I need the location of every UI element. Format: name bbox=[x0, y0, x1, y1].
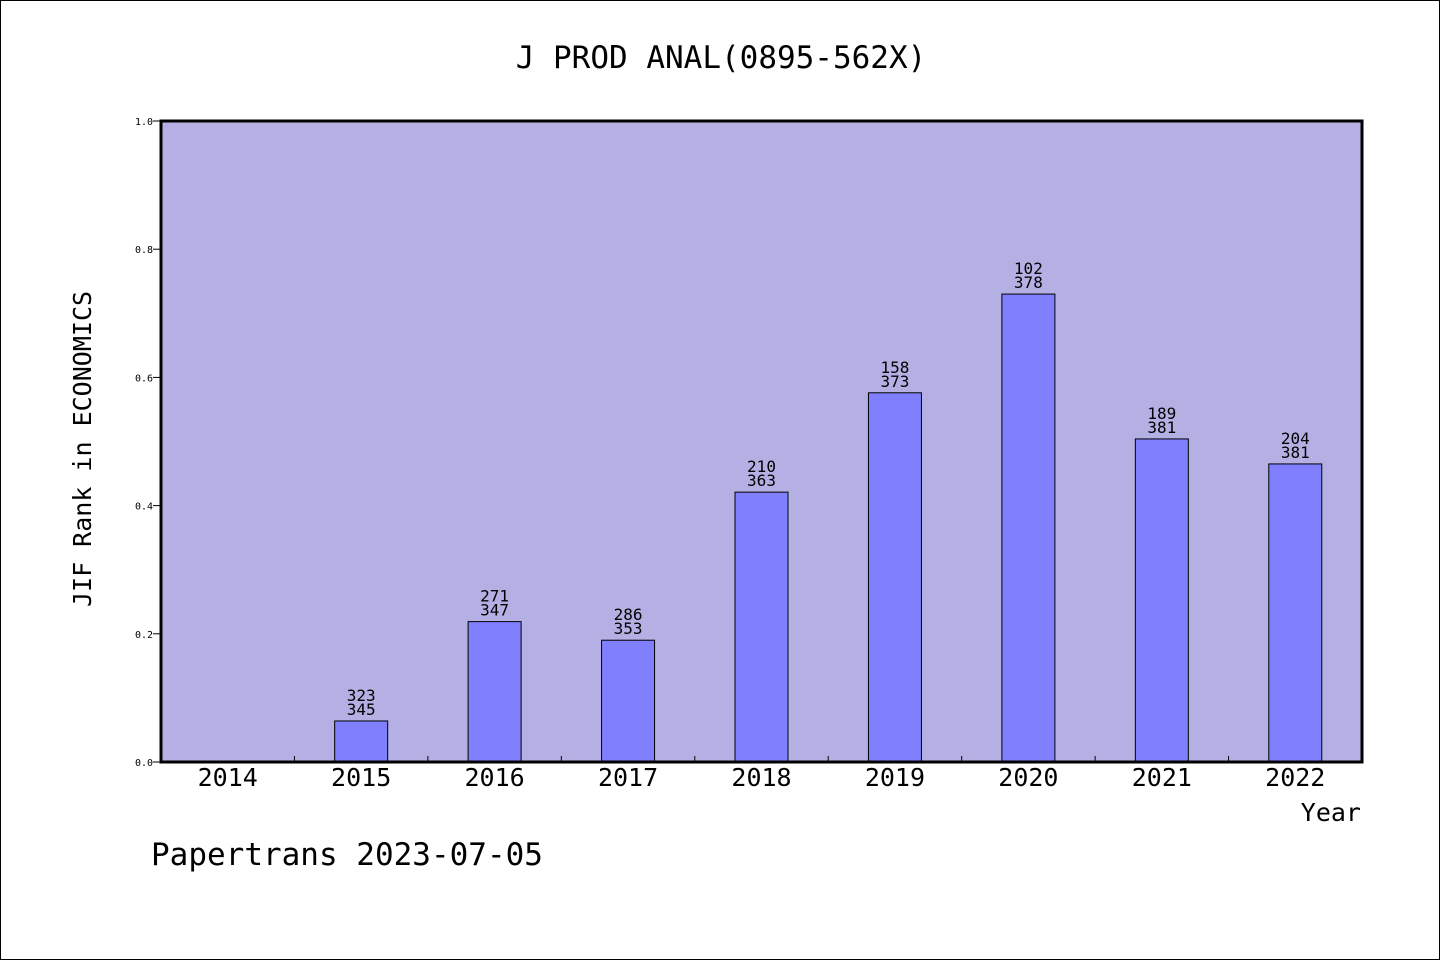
plot-border bbox=[159, 119, 1364, 764]
bar-label-2021-rank: 189 bbox=[1147, 404, 1176, 423]
y-tick-label-0.8: 0.8 bbox=[135, 245, 153, 256]
bar-2018 bbox=[734, 491, 789, 763]
y-tick-label-0.6: 0.6 bbox=[135, 373, 153, 384]
bar-label-2015-rank: 323 bbox=[347, 686, 376, 705]
y-tick-label-0.4: 0.4 bbox=[135, 502, 153, 513]
bar-label-2020-rank: 102 bbox=[1014, 259, 1043, 278]
bar-label-2021-total: 381 bbox=[1147, 418, 1176, 437]
x-tick-label-2020: 2020 bbox=[998, 763, 1058, 792]
bar-2015 bbox=[334, 720, 389, 763]
bar-2016 bbox=[467, 621, 522, 763]
y-tick-label-0.2: 0.2 bbox=[135, 630, 153, 641]
bar-2022 bbox=[1268, 463, 1323, 763]
bar-label-2016-total: 347 bbox=[480, 601, 509, 620]
y-tick-label-1.0: 1.0 bbox=[135, 117, 153, 128]
bar-label-2018-total: 363 bbox=[747, 471, 776, 490]
bar-label-2015-total: 345 bbox=[347, 700, 376, 719]
bar-label-2019-rank: 158 bbox=[880, 358, 909, 377]
bar-label-2017-rank: 286 bbox=[614, 605, 643, 624]
bar-2021 bbox=[1134, 438, 1189, 763]
bar-label-2022-total: 381 bbox=[1281, 443, 1310, 462]
x-tick-label-2017: 2017 bbox=[598, 763, 658, 792]
bar-label-2018-rank: 210 bbox=[747, 457, 776, 476]
bar-label-2022-rank: 204 bbox=[1281, 429, 1310, 448]
y-tick-label-0.0: 0.0 bbox=[135, 758, 153, 769]
footer-watermark: Papertrans 2023-07-05 bbox=[151, 837, 543, 873]
x-tick-label-2014: 2014 bbox=[198, 763, 258, 792]
bar-label-2016-rank: 271 bbox=[480, 587, 509, 606]
bar-2020 bbox=[1001, 293, 1056, 763]
y-axis: 0.0 0.2 0.4 0.6 0.8 1.0 bbox=[135, 117, 161, 769]
bar-2017 bbox=[601, 639, 656, 763]
chart-title: J PROD ANAL(0895-562X) bbox=[516, 40, 927, 76]
bar-label-2020-total: 378 bbox=[1014, 273, 1043, 292]
y-axis-label: JIF Rank in ECONOMICS bbox=[68, 291, 97, 607]
bars-layer bbox=[334, 293, 1323, 763]
x-axis-label: Year bbox=[1301, 798, 1361, 827]
bar-label-2019-total: 373 bbox=[880, 372, 909, 391]
x-tick-label-2021: 2021 bbox=[1132, 763, 1192, 792]
bar-2019 bbox=[867, 392, 922, 763]
x-tick-label-2019: 2019 bbox=[865, 763, 925, 792]
x-tick-label-2016: 2016 bbox=[465, 763, 525, 792]
x-tick-label-2015: 2015 bbox=[331, 763, 391, 792]
x-tick-label-2018: 2018 bbox=[731, 763, 791, 792]
bar-label-2017-total: 353 bbox=[614, 619, 643, 638]
x-tick-label-2022: 2022 bbox=[1265, 763, 1325, 792]
x-axis: 2014 2015 2016 2017 2018 2019 2020 2021 2022 bbox=[198, 756, 1325, 792]
